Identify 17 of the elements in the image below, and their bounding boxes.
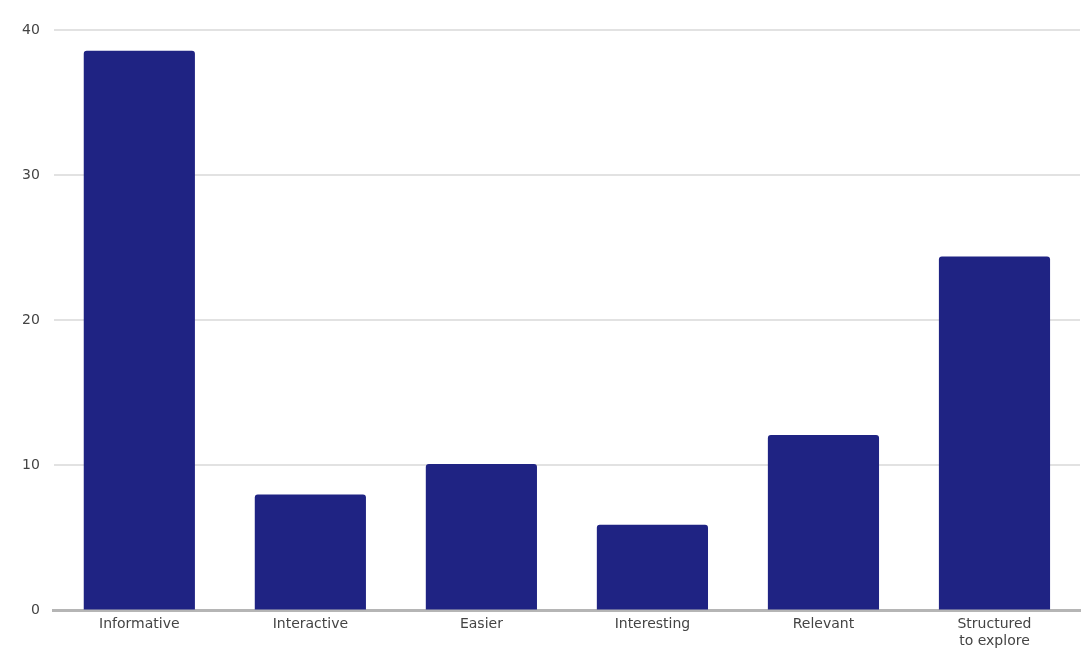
x-tick-label: Relevant: [792, 615, 855, 632]
x-tick-label: Informative: [99, 615, 180, 632]
bar: [596, 524, 709, 610]
y-tick-label: 30: [21, 166, 40, 183]
bar: [254, 494, 366, 610]
y-tick-label: 20: [21, 311, 40, 328]
bar: [83, 50, 195, 610]
bar: [767, 434, 880, 610]
bar: [425, 463, 537, 610]
y-tick-label: 40: [21, 21, 40, 38]
x-tick-label: Interactive: [272, 615, 349, 632]
x-tick-label: Interesting: [614, 615, 691, 632]
bar: [938, 256, 1051, 610]
y-tick-label: 10: [21, 456, 40, 473]
x-tick-label: Structured to explore: [957, 615, 1032, 649]
x-tick-label: Easier: [459, 615, 504, 632]
y-tick-label: 0: [30, 601, 40, 618]
